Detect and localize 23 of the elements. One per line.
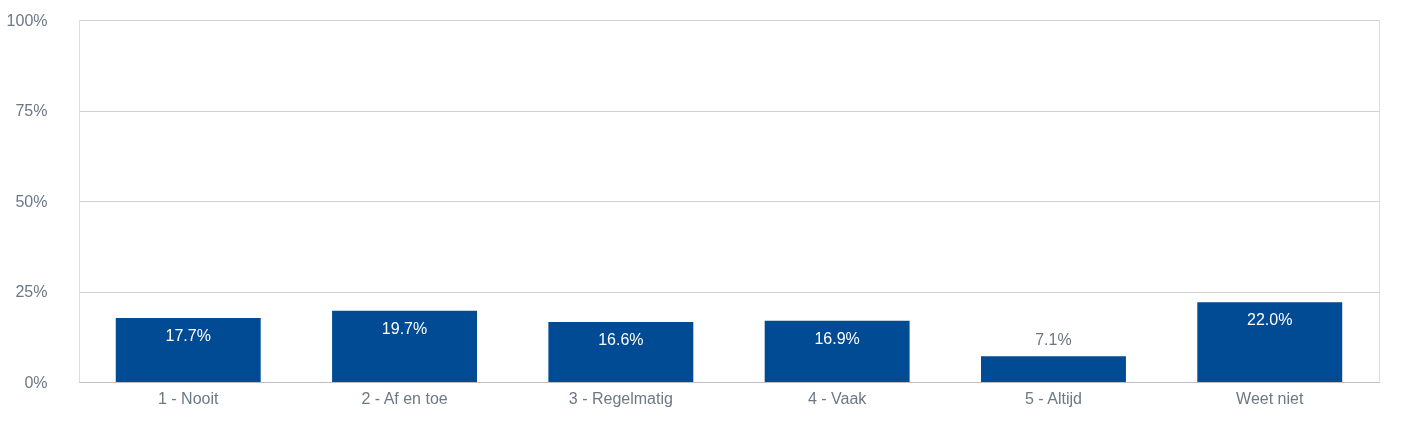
y-tick-label: 0% xyxy=(24,373,48,391)
data-label: 22.0% xyxy=(1247,311,1293,329)
x-tick-label: 2 - Af en toe xyxy=(361,389,448,407)
y-tick-label: 25% xyxy=(15,283,48,300)
x-tick-label: Weet niet xyxy=(1236,389,1304,407)
x-tick-label: 5 - Altijd xyxy=(1025,389,1082,407)
bar xyxy=(1197,302,1343,382)
x-tick-label: 1 - Nooit xyxy=(158,389,220,407)
bar xyxy=(548,321,694,382)
y-tick-label: 50% xyxy=(15,192,48,210)
bar xyxy=(764,320,910,382)
y-tick-label: 100% xyxy=(6,11,48,29)
bar xyxy=(332,310,477,382)
data-label: 16.9% xyxy=(814,329,860,347)
bar xyxy=(981,356,1126,382)
data-label: 7.1% xyxy=(1035,331,1072,349)
data-label: 16.6% xyxy=(598,330,644,348)
y-tick-label: 75% xyxy=(15,102,48,119)
data-label: 17.7% xyxy=(165,326,211,344)
x-tick-label: 4 - Vaak xyxy=(807,389,868,407)
data-label: 19.7% xyxy=(381,319,428,337)
bar xyxy=(115,317,261,382)
x-tick-label: 3 - Regelmatig xyxy=(568,389,673,407)
